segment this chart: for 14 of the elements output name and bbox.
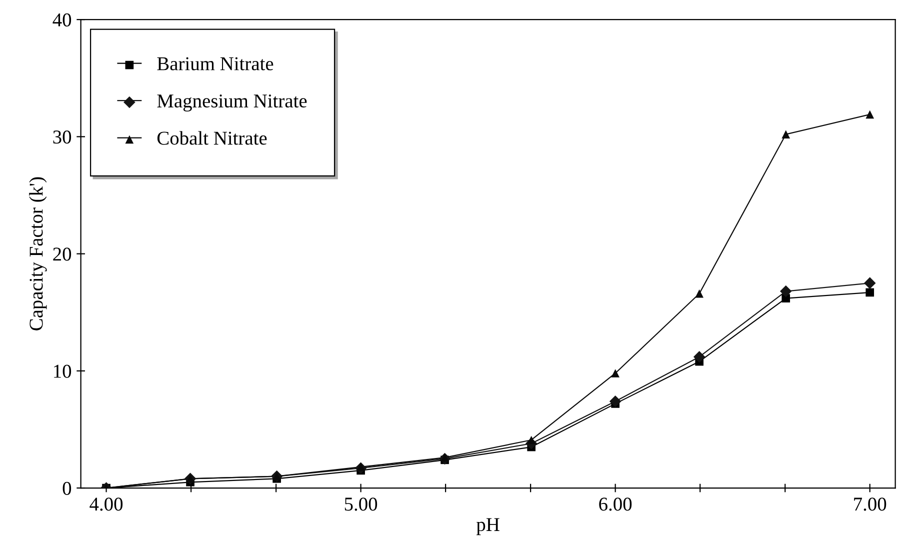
y-tick-label: 10 (54, 364, 72, 378)
y-axis-title: Capacity Factor (k') (29, 177, 47, 330)
x-tick-label: 6.00 (599, 498, 632, 511)
legend-label: Magnesium Nitrate (157, 94, 307, 112)
y-tick-label: 40 (52, 13, 72, 27)
y-tick-label: 20 (53, 248, 72, 261)
x-axis-title: pH (476, 518, 500, 536)
legend-label: Cobalt Nitrate (157, 131, 267, 145)
y-tick-label: 30 (53, 130, 72, 144)
x-tick-label: 5.00 (344, 498, 378, 511)
x-tick-label: 7.00 (854, 498, 886, 511)
y-tick-label: 0 (62, 482, 72, 495)
x-tick-label: 4.00 (90, 498, 123, 511)
legend-label: Barium Nitrate (157, 57, 274, 70)
